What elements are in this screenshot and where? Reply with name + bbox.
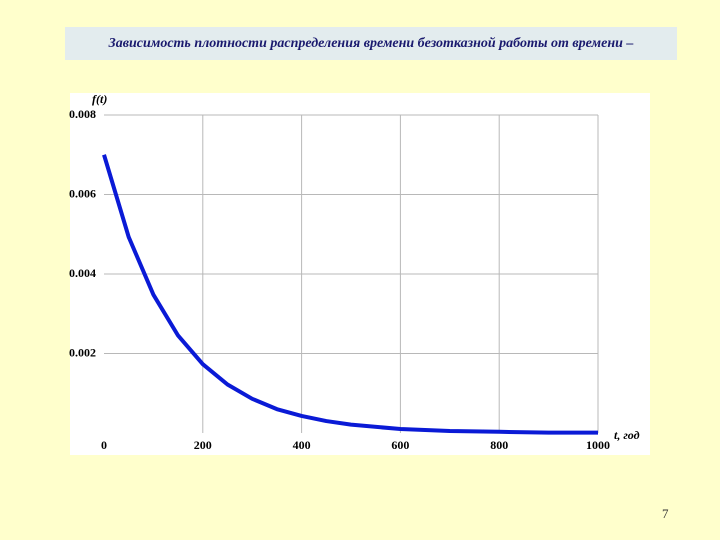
y-tick-label: 0.002 (69, 345, 96, 359)
data-line (102, 154, 598, 435)
page-number: 7 (662, 506, 669, 521)
x-tick-label: 200 (194, 438, 212, 452)
x-tick-label: 400 (293, 438, 311, 452)
x-tick-label: 1000 (586, 438, 610, 452)
y-tick-label: 0.008 (69, 107, 96, 121)
slide-title: Зависимость плотности распределения врем… (65, 27, 677, 60)
y-tick-label: 0.006 (69, 186, 96, 200)
y-axis-label: f(t) (92, 92, 107, 106)
x-tick-label: 0 (101, 438, 107, 452)
x-tick-label: 600 (391, 438, 409, 452)
x-tick-label: 800 (490, 438, 508, 452)
x-axis-label: t, год (614, 428, 640, 442)
y-tick-label: 0.004 (69, 266, 96, 280)
